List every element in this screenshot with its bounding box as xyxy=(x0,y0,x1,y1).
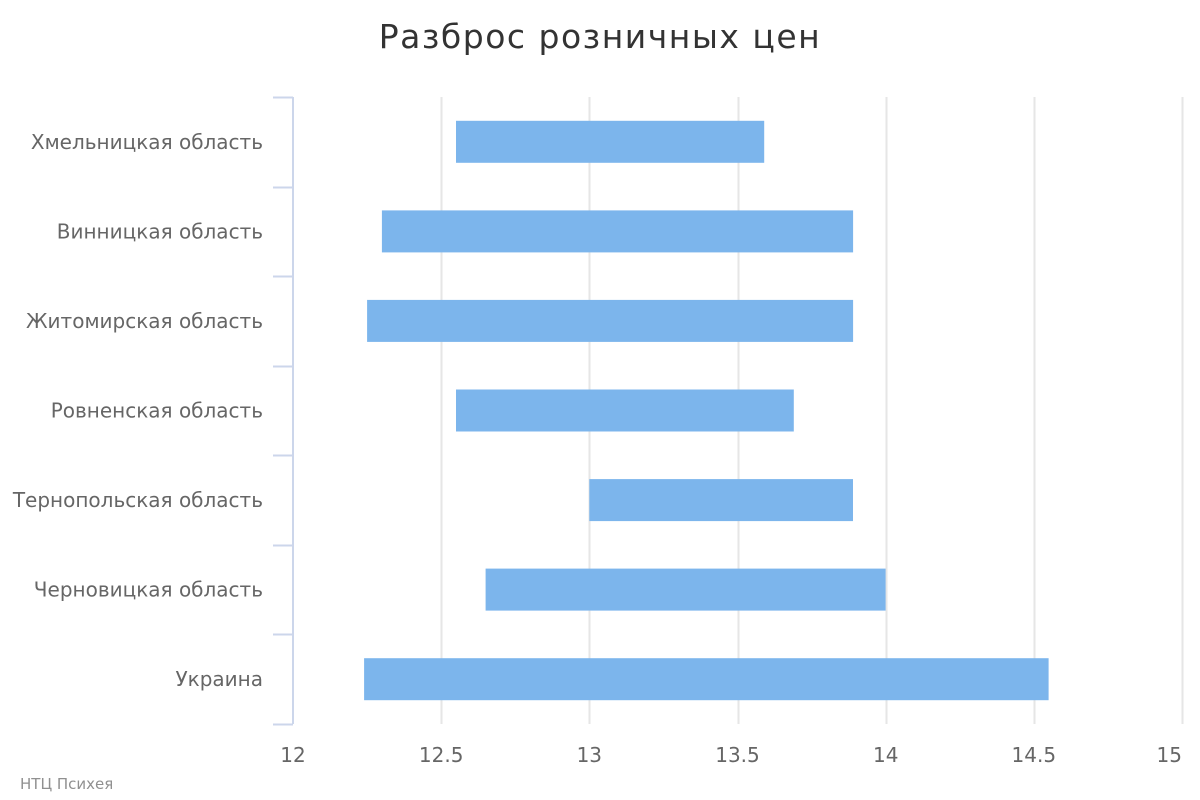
x-tick-label: 12 xyxy=(280,743,305,767)
x-tick-label: 13.5 xyxy=(715,743,760,767)
range-bar[interactable] xyxy=(456,389,794,432)
category-label: Житомирская область xyxy=(26,309,263,333)
range-bar[interactable] xyxy=(364,658,1049,701)
x-tick-label: 13 xyxy=(577,743,602,767)
bars xyxy=(364,120,1049,701)
x-tick-labels: 12 12.5 13 13.5 14 14.5 15 xyxy=(280,743,1182,767)
range-bar[interactable] xyxy=(456,120,765,163)
category-labels: Хмельницкая область Винницкая область Жито… xyxy=(12,130,263,691)
category-label: Ровненская область xyxy=(51,399,263,423)
category-label: Украина xyxy=(175,667,263,691)
category-label: Тернопольская область xyxy=(12,488,263,512)
range-bar[interactable] xyxy=(381,210,854,253)
range-bar[interactable] xyxy=(589,479,853,522)
category-label: Хмельницкая область xyxy=(31,130,263,154)
category-axis xyxy=(273,96,294,726)
category-label: Винницкая область xyxy=(57,219,263,243)
x-tick-label: 12.5 xyxy=(419,743,464,767)
credit-text[interactable]: НТЦ Психея xyxy=(20,775,113,793)
category-label: Черновицкая область xyxy=(34,578,263,602)
x-tick-label: 15 xyxy=(1157,743,1182,767)
range-bar[interactable] xyxy=(485,568,886,611)
range-bar[interactable] xyxy=(367,299,854,342)
chart-title: Разброс розничных цен xyxy=(379,17,822,56)
x-tick-label: 14 xyxy=(873,743,898,767)
x-tick-label: 14.5 xyxy=(1012,743,1057,767)
